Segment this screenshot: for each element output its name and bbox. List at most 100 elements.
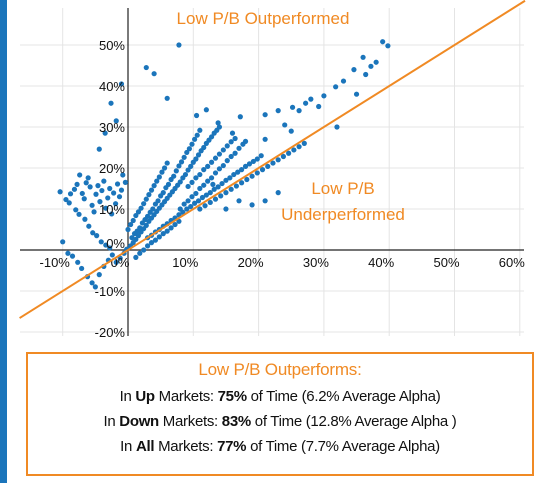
data-point — [321, 93, 327, 99]
data-point — [103, 205, 109, 211]
data-point — [223, 177, 229, 183]
data-point — [152, 237, 159, 243]
data-point — [182, 171, 189, 178]
data-point — [85, 175, 91, 181]
data-point — [125, 226, 131, 233]
data-point — [137, 250, 143, 256]
data-point — [94, 233, 100, 239]
reference-line — [19, 0, 526, 319]
data-point — [83, 180, 89, 186]
data-point — [216, 151, 223, 157]
data-point — [254, 156, 260, 162]
data-point — [98, 239, 104, 245]
annotation-outperformed: Low P/B Outperformed — [177, 9, 350, 28]
y-tick-label: 0% — [106, 236, 125, 251]
data-point — [363, 71, 369, 78]
data-point — [237, 114, 243, 120]
data-point — [130, 217, 136, 224]
data-point — [141, 247, 147, 253]
data-point — [99, 187, 105, 194]
data-point — [150, 206, 156, 212]
data-point — [233, 183, 239, 189]
y-tick-label: -20% — [95, 325, 126, 340]
data-point — [160, 231, 166, 237]
x-tick-label: 20% — [238, 255, 264, 270]
data-point — [236, 198, 242, 204]
data-point — [193, 112, 200, 119]
data-point — [93, 191, 99, 197]
data-point — [189, 141, 195, 147]
data-point — [373, 59, 379, 65]
data-point — [164, 160, 170, 166]
data-point — [229, 130, 236, 136]
data-point — [368, 63, 374, 69]
data-point — [65, 250, 71, 256]
data-point — [67, 191, 74, 197]
data-point — [201, 144, 207, 151]
data-point — [219, 180, 225, 187]
data-point — [156, 234, 162, 240]
data-point — [289, 104, 296, 110]
data-point — [60, 239, 66, 245]
data-point — [188, 163, 194, 169]
data-point — [164, 95, 170, 101]
data-point — [155, 198, 161, 204]
data-point — [143, 64, 149, 71]
data-point — [107, 245, 113, 251]
data-point — [86, 223, 92, 229]
data-point — [135, 209, 142, 215]
data-point — [97, 199, 103, 205]
data-point — [193, 175, 199, 181]
data-point — [148, 240, 155, 246]
data-point — [74, 181, 80, 187]
data-point — [118, 187, 125, 193]
data-point — [176, 163, 182, 169]
data-point — [118, 81, 125, 87]
data-point — [109, 252, 115, 258]
data-point — [95, 183, 101, 189]
data-point — [89, 202, 95, 208]
data-point — [275, 108, 281, 114]
data-point — [275, 157, 281, 163]
data-point — [111, 190, 117, 196]
data-points — [57, 39, 391, 290]
data-point — [262, 136, 268, 142]
data-point — [207, 190, 213, 196]
data-point — [82, 216, 88, 222]
data-point — [212, 196, 219, 202]
data-point — [193, 190, 199, 197]
data-point — [112, 201, 119, 207]
data-point — [270, 160, 276, 166]
data-point — [227, 175, 233, 181]
scatter-chart: -10% 0% 10% 20% 30% 40% 50% 60% -20% -10% 0% 10% 20%… — [19, 0, 526, 340]
data-point — [185, 198, 191, 204]
data-point — [151, 183, 157, 189]
tick-labels: -10% 0% 10% 20% 30% 40% 50% 60% -20% -10% 0% 10% 20%… — [40, 38, 526, 340]
data-point — [275, 190, 281, 196]
x-tick-label: 60% — [499, 255, 525, 270]
data-point — [286, 150, 292, 156]
data-point — [291, 147, 297, 153]
data-point — [351, 67, 357, 73]
data-point — [218, 193, 224, 199]
data-point — [105, 195, 111, 201]
axes — [20, 8, 524, 336]
data-point — [116, 194, 123, 200]
data-point — [164, 228, 170, 234]
data-point — [186, 146, 192, 152]
data-point — [216, 166, 223, 172]
data-point — [207, 199, 213, 206]
data-point — [90, 230, 96, 236]
data-point — [308, 96, 314, 102]
data-point — [265, 163, 271, 169]
data-point — [203, 192, 209, 198]
data-point — [146, 192, 152, 198]
data-point — [188, 203, 194, 210]
y-tick-label: -10% — [95, 284, 126, 299]
data-point — [107, 185, 113, 192]
data-point — [135, 233, 142, 239]
data-point — [171, 173, 177, 179]
data-point — [215, 120, 221, 126]
data-point — [197, 206, 203, 212]
data-point — [250, 158, 256, 165]
